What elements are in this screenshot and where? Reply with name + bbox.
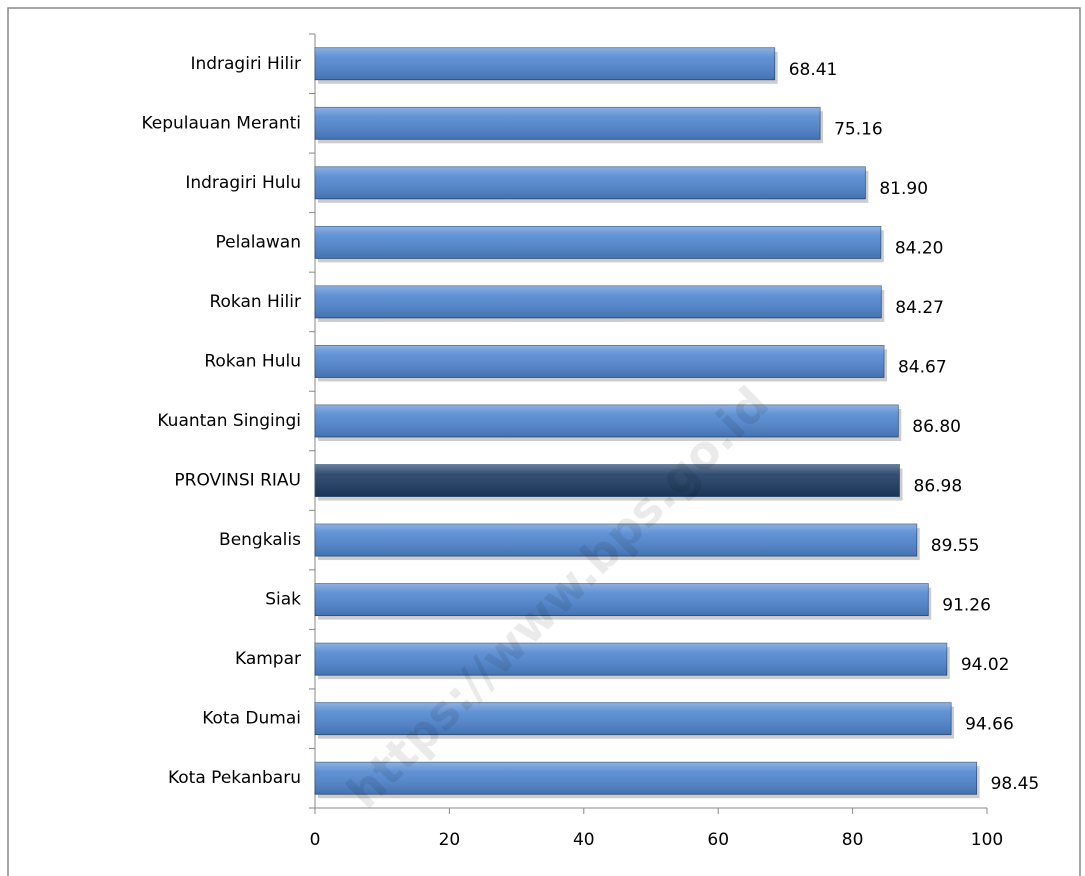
y-tick-label: Kota Pekanbaru xyxy=(168,768,301,788)
bar-sheen xyxy=(315,47,775,80)
bar-sheen xyxy=(315,226,881,259)
value-label: 89.55 xyxy=(931,536,980,556)
x-tick-label: 80 xyxy=(842,830,864,850)
y-tick-label: Pelalawan xyxy=(216,232,301,252)
bar-sheen xyxy=(315,107,821,140)
bar-sheen xyxy=(315,345,884,378)
bar-sheen xyxy=(315,405,899,437)
value-label: 86.98 xyxy=(914,477,963,497)
bar-sheen xyxy=(315,166,866,199)
bar-sheen xyxy=(315,464,900,497)
x-tick-label: 100 xyxy=(971,830,1003,850)
y-tick-label: Rokan Hulu xyxy=(204,351,301,371)
bar-sheen xyxy=(315,285,882,318)
value-label: 81.90 xyxy=(879,179,928,199)
value-label: 68.41 xyxy=(789,60,838,80)
value-label: 84.20 xyxy=(895,238,944,258)
bar-sheen xyxy=(315,643,947,676)
value-label: 98.45 xyxy=(991,774,1040,794)
x-tick-label: 60 xyxy=(707,830,729,850)
y-tick-label: PROVINSI RIAU xyxy=(174,471,301,491)
value-label: 75.16 xyxy=(834,119,883,139)
bar-sheen xyxy=(315,762,977,795)
y-tick-label: Kampar xyxy=(235,649,301,669)
x-tick-label: 20 xyxy=(439,830,461,850)
chart-frame xyxy=(7,7,1081,876)
value-label: 91.26 xyxy=(942,596,991,616)
x-tick-label: 0 xyxy=(310,830,321,850)
value-label: 84.27 xyxy=(895,298,944,318)
value-label: 94.66 xyxy=(965,715,1014,735)
y-tick-label: Indragiri Hilir xyxy=(190,54,301,74)
bar-sheen xyxy=(315,524,917,557)
y-tick-label: Rokan Hilir xyxy=(209,292,301,312)
bar-sheen xyxy=(315,702,952,735)
bar-sheen xyxy=(315,583,929,616)
y-tick-label: Kuantan Singingi xyxy=(157,411,301,431)
value-label: 86.80 xyxy=(912,417,961,437)
value-label: 84.67 xyxy=(898,357,947,377)
value-label: 94.02 xyxy=(961,655,1010,675)
x-tick-label: 40 xyxy=(573,830,595,850)
y-tick-label: Bengkalis xyxy=(219,530,301,550)
y-tick-label: Siak xyxy=(265,590,301,610)
y-tick-label: Indragiri Hulu xyxy=(185,173,301,193)
y-tick-label: Kota Dumai xyxy=(202,709,301,729)
y-tick-label: Kepulauan Meranti xyxy=(141,113,301,133)
